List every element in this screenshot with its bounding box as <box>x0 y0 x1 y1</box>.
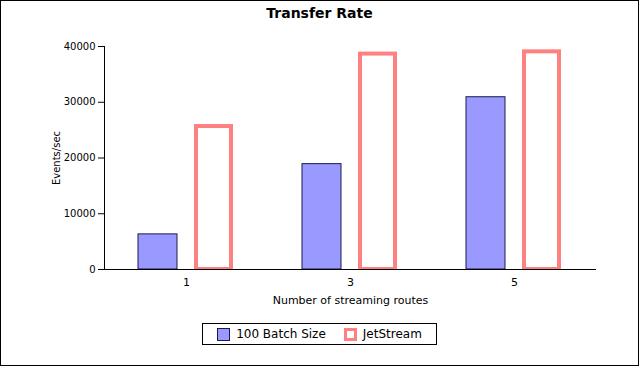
html-text:100 Batch Size: 100 Batch Size <box>236 327 326 341</box>
svg-text:20000: 20000 <box>64 152 96 163</box>
svg-text:40000: 40000 <box>64 41 96 52</box>
svg-text:Number of streaming routes: Number of streaming routes <box>273 294 429 307</box>
svg-text:10000: 10000 <box>64 208 96 219</box>
svg-text:30000: 30000 <box>64 96 96 107</box>
svg-text:1: 1 <box>183 276 190 289</box>
svg-text:Events/sec: Events/sec <box>51 131 62 185</box>
html-text:JetStream: JetStream <box>362 327 422 341</box>
html-text:Transfer Rate: Transfer Rate <box>266 5 373 21</box>
svg-text:3: 3 <box>347 276 354 289</box>
svg-text:5: 5 <box>511 276 518 289</box>
svg-text:0: 0 <box>89 264 95 275</box>
